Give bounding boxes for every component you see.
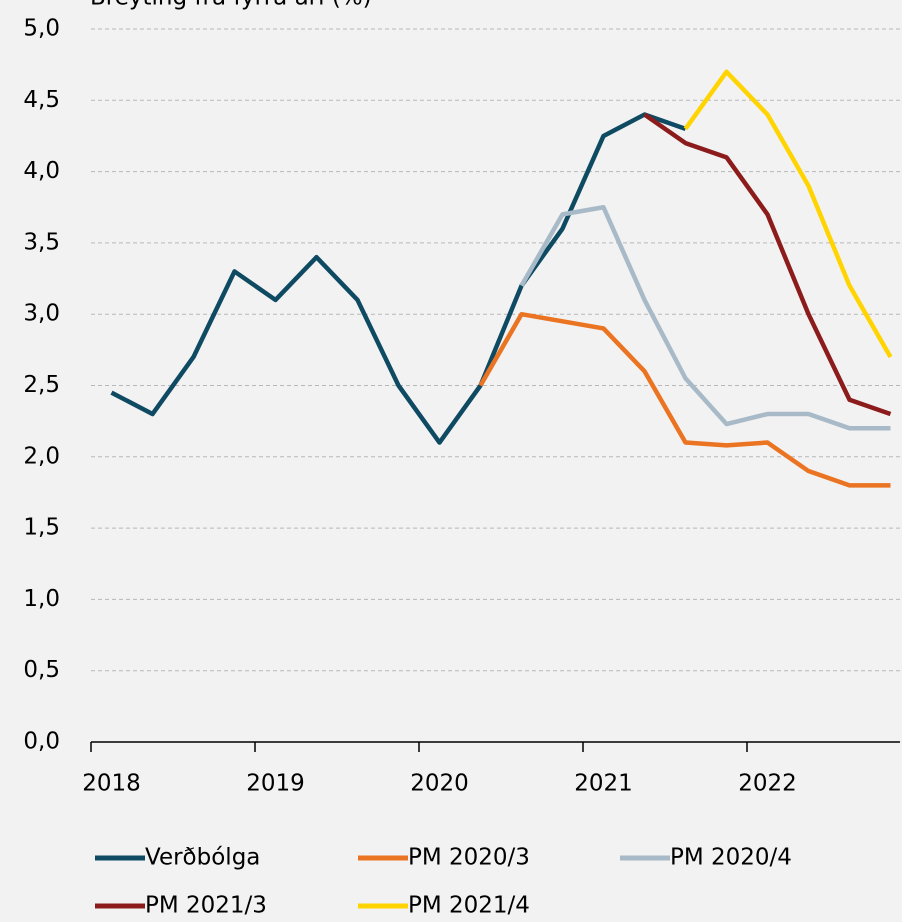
series-line — [683, 69, 893, 359]
series-line — [478, 311, 891, 488]
y-tick-label: 5,0 — [23, 16, 60, 42]
y-tick-label: 2,5 — [23, 372, 60, 398]
x-tick-label: 2020 — [410, 771, 469, 797]
series-line — [110, 112, 687, 445]
series-line — [519, 205, 891, 431]
series-line — [643, 112, 892, 417]
legend-label: PM 2020/4 — [670, 845, 792, 871]
y-tick-label: 1,0 — [23, 586, 60, 612]
y-tick-label: 1,5 — [23, 515, 60, 541]
x-tick-label: 2021 — [574, 771, 633, 797]
y-tick-label: 3,0 — [23, 301, 60, 327]
chart-title: Breyting frá fyrra ári (%) — [90, 0, 372, 11]
x-tick-label: 2018 — [82, 771, 141, 797]
legend-label: PM 2020/3 — [408, 845, 530, 871]
legend-label: PM 2021/4 — [408, 893, 530, 919]
x-tick-label: 2019 — [246, 771, 305, 797]
y-tick-label: 4,0 — [23, 158, 60, 184]
y-tick-label: 4,5 — [23, 87, 60, 113]
y-tick-label: 0,0 — [23, 729, 60, 755]
y-tick-label: 2,0 — [23, 443, 60, 469]
legend-label: PM 2021/3 — [145, 893, 267, 919]
y-tick-label: 3,5 — [23, 229, 60, 255]
legend-label: Verðbólga — [145, 845, 260, 871]
x-tick-label: 2022 — [738, 771, 797, 797]
y-tick-label: 0,5 — [23, 657, 60, 683]
